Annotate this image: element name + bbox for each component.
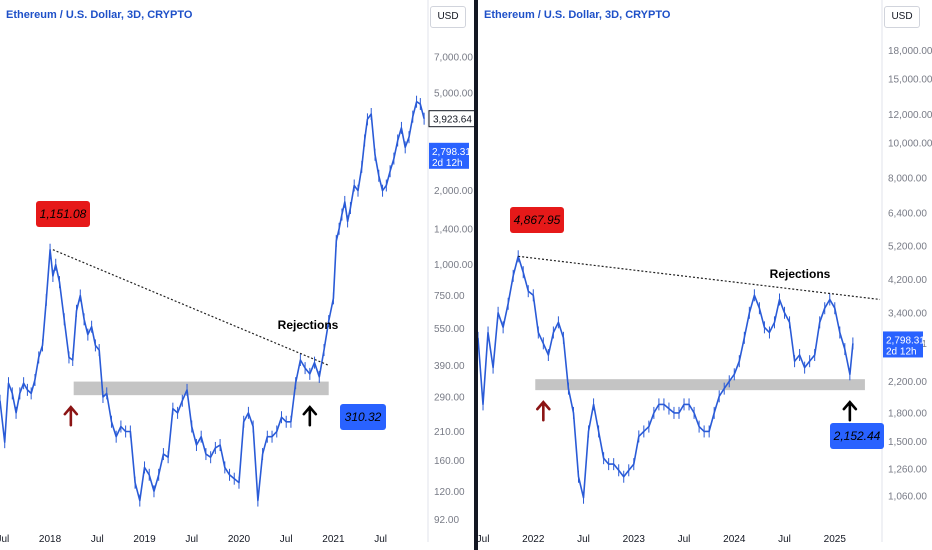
y-tick-label: 290.00 (434, 392, 465, 403)
y-tick-label: 92.00 (434, 515, 459, 526)
y-tick-label: 6,400.00 (888, 209, 927, 220)
y-tick-label: 210.00 (434, 427, 465, 438)
support-zone (535, 379, 865, 391)
high-label-box (510, 207, 564, 233)
y-tick-label: 390.00 (434, 361, 465, 372)
price-series (0, 100, 425, 502)
y-tick-label: 550.00 (434, 324, 465, 335)
price-series (478, 255, 854, 499)
arrow-up-red (63, 405, 79, 427)
chart-title-left: Ethereum / U.S. Dollar, 3D, CRYPTO (6, 9, 193, 21)
currency-button-right[interactable]: USD (884, 6, 920, 28)
x-tick-label: 2018 (39, 534, 62, 545)
low-label-box (340, 404, 386, 430)
last-price-label: 2,798.31 (886, 335, 925, 346)
low-label: 310.32 (345, 410, 382, 424)
currency-button-left[interactable]: USD (430, 6, 466, 28)
y-tick-label: 7,000.00 (434, 52, 473, 63)
price-tag-label: 3,923.64 (433, 115, 472, 126)
x-tick-label: 2022 (522, 534, 545, 545)
x-tick-label: Jul (280, 534, 293, 545)
last-price-box (883, 331, 923, 358)
x-tick-label: 2025 (824, 534, 847, 545)
y-tick-label: 750.00 (434, 291, 465, 302)
arrow-up-red (536, 400, 551, 422)
arrow-up-black (842, 400, 858, 422)
high-label: 4,867.95 (514, 213, 561, 227)
x-tick-label: Jul (374, 534, 387, 545)
y-tick-label: 5,200.00 (888, 241, 927, 252)
y-tick-label: 1,800.00 (888, 408, 927, 419)
y-tick-label: 4,200.00 (888, 275, 927, 286)
support-zone (73, 381, 329, 396)
x-tick-label: 2019 (133, 534, 156, 545)
y-tick-label: 15,000.00 (888, 75, 932, 86)
last-price-countdown: 2d 12h (886, 346, 917, 357)
low-label-box (830, 423, 884, 449)
y-tick-label: 1,060.00 (888, 492, 927, 503)
y-tick-label: 2,200.00 (888, 377, 927, 388)
y-tick-label: 1,500.00 (888, 437, 927, 448)
x-tick-label: Jul (0, 534, 9, 545)
y-tick-label: 120.00 (434, 487, 465, 498)
y-tick-label: 12,000.00 (888, 110, 932, 121)
resistance-trendline (52, 249, 329, 366)
last-price-countdown: 2d 12h (432, 158, 463, 169)
resistance-trendline (518, 255, 881, 301)
y-tick-label: 1,260.00 (888, 465, 927, 476)
y-tick-label: 5,000.00 (434, 88, 473, 99)
x-tick-label: 2021 (322, 534, 345, 545)
x-tick-label: 2024 (723, 534, 746, 545)
price-tag-box (428, 110, 474, 128)
x-tick-label: Jul (577, 534, 590, 545)
y-tick-label: 10,000.00 (888, 138, 932, 149)
y-tick-label: 3,400.00 (888, 308, 927, 319)
high-label-box (36, 201, 90, 227)
x-tick-label: 2023 (623, 534, 646, 545)
y-tick-label: 2,000.00 (434, 186, 473, 197)
y-tick-label: 8,000.00 (888, 174, 927, 185)
chart-panel-right[interactable]: 18,000.00 15,000.00 12,000.00 10,000.00 8,00… (478, 0, 932, 550)
chart-right[interactable]: 18,000.00 15,000.00 12,000.00 10,000.00 8,00… (478, 0, 932, 550)
y-tick-label: 1,400.00 (434, 224, 473, 235)
y-tick-label: 1,000.00 (434, 260, 473, 271)
x-tick-label: Jul (478, 534, 489, 545)
last-price-box (429, 142, 469, 169)
chart-left[interactable]: 7,000.00 5,000.00 2,000.00 1,400.00 1,000.00… (0, 0, 474, 550)
rejections-label: Rejections (770, 267, 831, 281)
chart-title-right: Ethereum / U.S. Dollar, 3D, CRYPTO (484, 9, 671, 21)
x-tick-label: Jul (778, 534, 791, 545)
high-label: 1,151.08 (40, 207, 87, 221)
x-tick-label: 2020 (228, 534, 251, 545)
arrow-up-black (302, 405, 318, 427)
x-tick-label: Jul (678, 534, 691, 545)
y-tick-label: 160.00 (434, 456, 465, 467)
x-tick-label: Jul (91, 534, 104, 545)
last-price-label: 2,798.31 (432, 147, 471, 158)
x-tick-label: Jul (185, 534, 198, 545)
low-label: 2,152.44 (833, 429, 881, 443)
chart-panel-left[interactable]: 7,000.00 5,000.00 2,000.00 1,400.00 1,000.00… (0, 0, 474, 550)
rejections-label: Rejections (278, 318, 339, 332)
panel-divider[interactable] (474, 0, 478, 550)
y-tick-label: 18,000.00 (888, 46, 932, 57)
